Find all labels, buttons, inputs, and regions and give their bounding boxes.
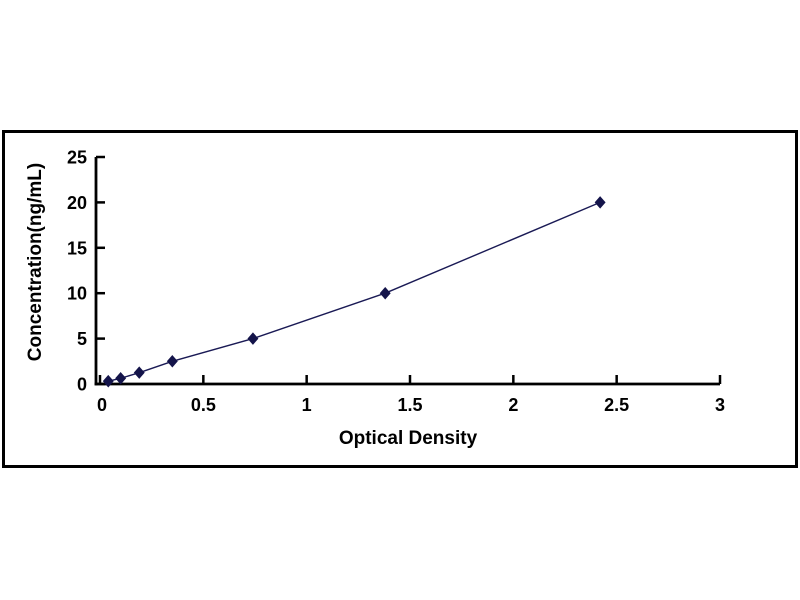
x-tick-label: 3 [715, 395, 725, 415]
y-tick-label: 25 [67, 148, 87, 168]
y-tick-label: 10 [67, 284, 87, 304]
x-tick-label: 0.5 [191, 395, 216, 415]
data-point-marker [594, 196, 606, 209]
x-axis-title: Optical Density [339, 428, 478, 449]
y-tick-label: 20 [67, 193, 87, 213]
data-point-marker [115, 372, 127, 385]
standard-curve-line [108, 201, 601, 382]
x-tick-label: 1 [302, 395, 312, 415]
y-tick-label: 0 [77, 375, 87, 395]
x-tick-label: 2.5 [604, 395, 629, 415]
data-point-marker [102, 374, 114, 388]
y-axis-title: Concentration(ng/mL) [25, 163, 46, 361]
series-layer [102, 196, 606, 388]
data-point-marker [379, 286, 391, 300]
data-point-marker [247, 332, 259, 345]
chart-frame [2, 130, 798, 468]
y-tick-label: 5 [77, 329, 87, 349]
x-tick-label: 2 [508, 395, 518, 415]
data-point-marker [133, 366, 145, 379]
y-tick-label: 15 [67, 238, 87, 258]
tick-labels: 0 5 10 15 20 25 0 0.5 1 1.5 2 2.5 3 [67, 148, 725, 416]
x-tick-label: 0 [97, 395, 107, 415]
data-point-marker [166, 355, 178, 368]
axes [94, 155, 722, 386]
x-tick-label: 1.5 [397, 395, 422, 415]
